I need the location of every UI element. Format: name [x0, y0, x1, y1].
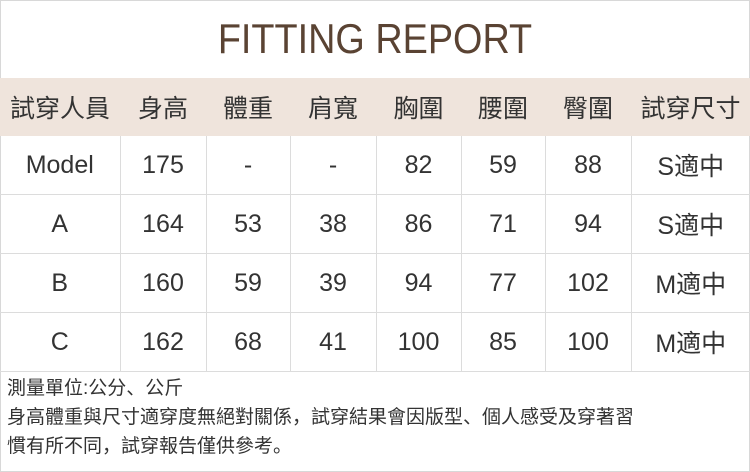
notes: 測量單位:公分、公斤 身高體重與尺寸適穿度無絕對關係，試穿結果會因版型、個人感受… — [7, 374, 747, 461]
table-cell: B — [0, 253, 121, 313]
table-cell: 175 — [120, 136, 207, 195]
table-cell: - — [206, 136, 291, 195]
table-cell: 162 — [120, 312, 207, 372]
table-cell: 38 — [290, 194, 377, 254]
table-row: A 164 53 38 86 71 94 S適中 — [0, 194, 750, 254]
disclaimer-line: 慣有所不同，試穿報告僅供參考。 — [7, 436, 293, 457]
table-header-row: 試穿人員 身高 體重 肩寬 胸圍 腰圍 臀圍 試穿尺寸 — [0, 78, 750, 136]
column-header: 身高 — [120, 78, 206, 136]
table-cell: 94 — [376, 253, 462, 313]
table-cell: 82 — [376, 136, 462, 195]
table-cell: 100 — [376, 312, 462, 372]
table-cell: 39 — [290, 253, 377, 313]
table-cell: 88 — [545, 136, 632, 195]
table-cell: - — [290, 136, 377, 195]
table-cell: S適中 — [631, 136, 750, 195]
disclaimer-line: 身高體重與尺寸適穿度無絕對關係，試穿結果會因版型、個人感受及穿著習 — [7, 407, 635, 428]
table-cell: 86 — [376, 194, 462, 254]
table-cell: M適中 — [631, 312, 750, 372]
table-cell: 160 — [120, 253, 207, 313]
column-header: 腰圍 — [461, 78, 545, 136]
column-header: 試穿人員 — [0, 78, 120, 136]
table-row: C 162 68 41 100 85 100 M適中 — [0, 312, 750, 372]
table-cell: 41 — [290, 312, 377, 372]
column-header: 臀圍 — [545, 78, 631, 136]
table-cell: 59 — [206, 253, 291, 313]
column-header: 體重 — [206, 78, 290, 136]
table-row: Model 175- -82 59 88 S適中 — [0, 136, 750, 195]
table-cell: 85 — [461, 312, 546, 372]
table-cell: 59 — [461, 136, 546, 195]
page-title: FITTING REPORT — [217, 15, 533, 62]
unit-note: 測量單位:公分、公斤 — [7, 378, 184, 399]
table-cell: 77 — [461, 253, 546, 313]
table-cell: S適中 — [631, 194, 750, 254]
table-cell: C — [0, 312, 121, 372]
column-header: 試穿尺寸 — [631, 78, 750, 136]
table-cell: 100 — [545, 312, 632, 372]
table-cell: 53 — [206, 194, 291, 254]
table-cell: M適中 — [631, 253, 750, 313]
table-cell: 68 — [206, 312, 291, 372]
column-header: 肩寬 — [290, 78, 376, 136]
table-cell: A — [0, 194, 121, 254]
table-cell: 94 — [545, 194, 632, 254]
table-row: B 160 59 39 94 77 102 M適中 — [0, 253, 750, 313]
table-cell: 102 — [545, 253, 632, 313]
table-cell: 164 — [120, 194, 207, 254]
table-cell: Model — [0, 136, 121, 195]
column-header: 胸圍 — [376, 78, 461, 136]
fitting-table: 試穿人員 身高 體重 肩寬 胸圍 腰圍 臀圍 試穿尺寸 Model 175- -82 59 88 S適中… — [0, 78, 750, 372]
table-cell: 71 — [461, 194, 546, 254]
